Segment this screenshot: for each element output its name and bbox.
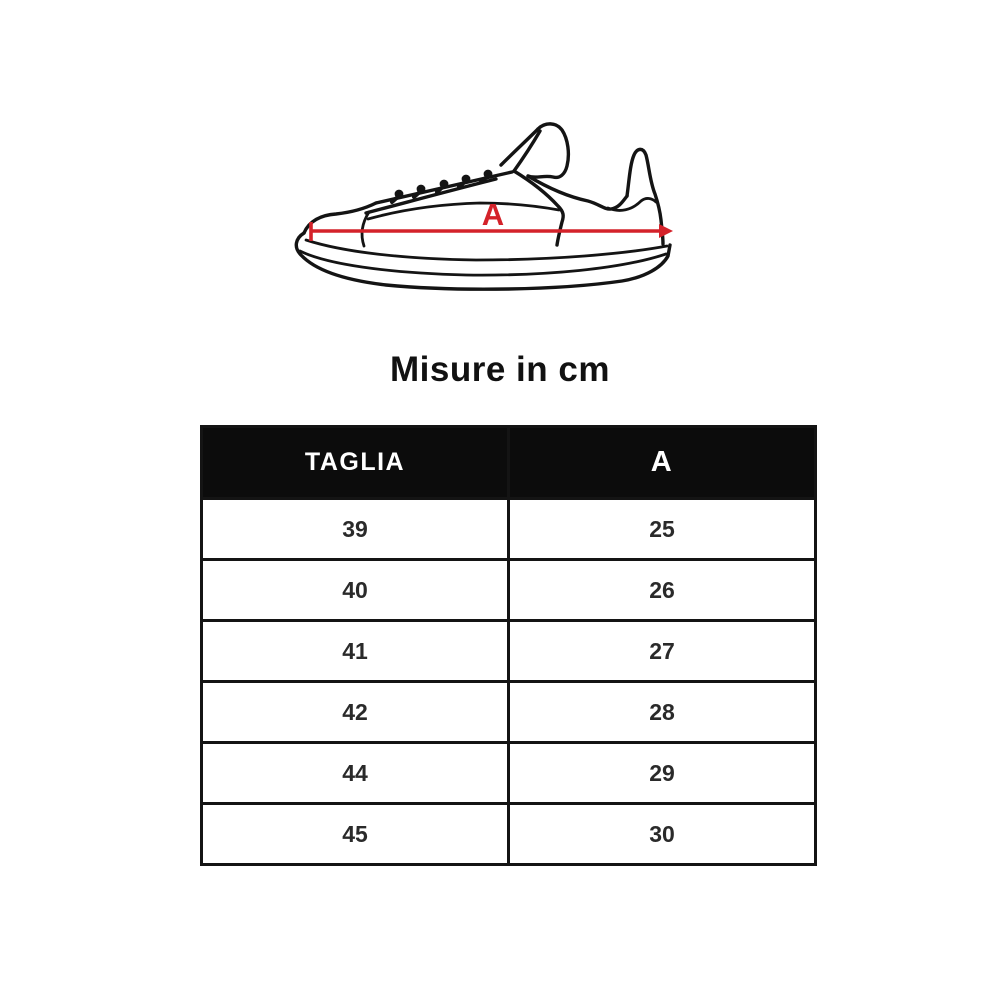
- header-taglia: TAGLIA: [200, 425, 510, 500]
- quarter-panel-edge: [512, 169, 565, 247]
- vamp-lower-edge: [366, 201, 561, 221]
- sneaker-outline-icon: A: [294, 122, 673, 291]
- size-table: TAGLIA A 39 25 40 26 41 27 42 28 44: [200, 425, 817, 866]
- header-row: TAGLIA A: [200, 425, 817, 500]
- table-row: 42 28: [200, 680, 817, 744]
- cell-length: 26: [507, 558, 817, 622]
- table-row: 45 30: [200, 802, 817, 866]
- cell-length: 28: [507, 680, 817, 744]
- size-table-body: 39 25 40 26 41 27 42 28 44 29 45 30: [200, 497, 817, 866]
- cell-length: 30: [507, 802, 817, 866]
- lace-cross: [390, 193, 402, 204]
- table-row: 44 29: [200, 741, 817, 805]
- cell-length: 29: [507, 741, 817, 805]
- cell-length: 25: [507, 497, 817, 561]
- sneaker-diagram: A: [288, 103, 712, 307]
- size-table-header: TAGLIA A: [200, 425, 817, 500]
- table-row: 41 27: [200, 619, 817, 683]
- cell-length: 27: [507, 619, 817, 683]
- cell-size: 42: [200, 680, 510, 744]
- dimension-arrowhead: [659, 224, 673, 238]
- sole-top-seam: [304, 238, 669, 262]
- table-row: 39 25: [200, 497, 817, 561]
- sole-mid-line: [298, 249, 668, 277]
- cell-size: 41: [200, 619, 510, 683]
- header-a: A: [507, 425, 817, 500]
- sole-outer-line: [294, 231, 672, 291]
- table-row: 40 26: [200, 558, 817, 622]
- heel-tab-outline: [625, 147, 665, 246]
- topline-inner: [512, 129, 542, 173]
- lace-cross: [479, 173, 491, 184]
- cell-size: 45: [200, 802, 510, 866]
- dimension-label: A: [482, 197, 504, 232]
- collar-line: [526, 174, 629, 211]
- page-title: Misure in cm: [390, 350, 610, 389]
- tongue-outline: [526, 122, 571, 180]
- topline-outer: [499, 127, 540, 167]
- cell-size: 39: [200, 497, 510, 561]
- heel-overlay-line: [606, 197, 658, 212]
- cell-size: 44: [200, 741, 510, 805]
- vamp-seam: [360, 210, 371, 248]
- lace-cross: [435, 183, 447, 194]
- lace-cross: [412, 188, 424, 199]
- lace-cross: [457, 178, 469, 189]
- cell-size: 40: [200, 558, 510, 622]
